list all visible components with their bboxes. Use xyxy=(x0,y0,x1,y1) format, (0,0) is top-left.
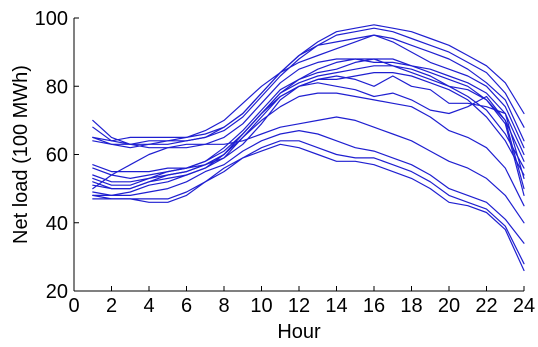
y-axis-title: Net load (100 MWh) xyxy=(10,65,32,244)
series-line-8 xyxy=(92,71,525,190)
series-layer xyxy=(92,24,525,272)
y-tick-label: 100 xyxy=(35,8,68,30)
x-tick-label: 20 xyxy=(438,295,460,317)
series-line-1 xyxy=(92,24,525,142)
x-tick-label: 4 xyxy=(143,295,154,317)
series-line-4 xyxy=(92,34,525,149)
x-tick-label: 8 xyxy=(218,295,229,317)
x-tick-label: 10 xyxy=(250,295,272,317)
series-line-3 xyxy=(92,34,525,149)
x-tick-label: 12 xyxy=(288,295,310,317)
series-line-14 xyxy=(92,130,525,244)
y-tick-label: 40 xyxy=(46,213,68,235)
x-tick-label: 14 xyxy=(325,295,347,317)
x-tick-label: 6 xyxy=(181,295,192,317)
series-line-11 xyxy=(92,58,525,196)
x-tick-label: 22 xyxy=(475,295,497,317)
series-line-10 xyxy=(92,82,525,190)
series-line-5 xyxy=(92,58,525,156)
x-tick-label: 18 xyxy=(400,295,422,317)
x-tick-label: 16 xyxy=(363,295,385,317)
y-tick-label: 20 xyxy=(46,281,68,303)
x-axis-title: Hour xyxy=(277,321,321,343)
x-tick-label: 2 xyxy=(106,295,117,317)
series-line-16 xyxy=(92,143,525,272)
series-line-13 xyxy=(92,116,525,224)
series-line-2 xyxy=(92,27,525,145)
x-tick-label: 0 xyxy=(68,295,79,317)
y-tick-label: 80 xyxy=(46,76,68,98)
series-line-15 xyxy=(92,140,525,265)
x-tick-label: 24 xyxy=(513,295,535,317)
series-line-9 xyxy=(92,75,525,179)
y-tick-label: 60 xyxy=(46,145,68,167)
series-line-12 xyxy=(92,92,525,207)
